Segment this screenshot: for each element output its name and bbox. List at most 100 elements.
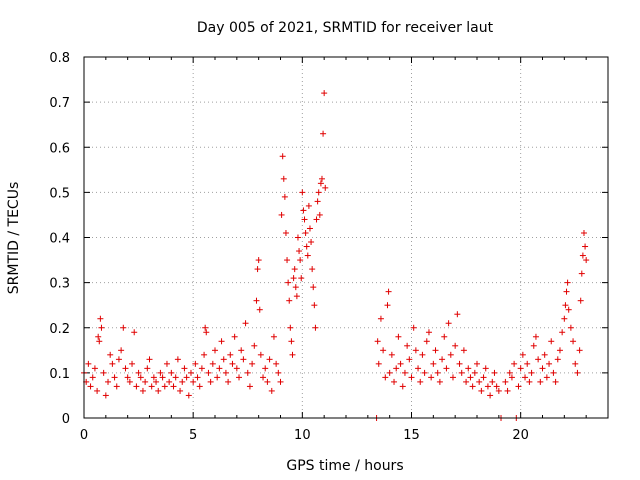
data-point <box>302 229 309 236</box>
data-point <box>137 374 144 381</box>
data-point <box>460 347 467 354</box>
y-tick-label: 0.5 <box>49 186 70 201</box>
data-point <box>284 257 291 264</box>
data-point <box>528 369 535 376</box>
x-tick-label: 0 <box>80 428 88 443</box>
data-point <box>135 369 142 376</box>
data-point <box>543 374 550 381</box>
data-point <box>562 302 569 309</box>
data-point <box>415 365 422 372</box>
data-point <box>511 360 518 367</box>
data-point <box>201 351 208 358</box>
data-point <box>281 193 288 200</box>
x-axis-label: GPS time / hours <box>286 458 403 474</box>
data-point <box>268 387 275 394</box>
data-point <box>480 374 487 381</box>
data-point <box>304 252 311 259</box>
data-point <box>139 387 146 394</box>
data-point <box>278 211 285 218</box>
data-point <box>556 347 563 354</box>
data-point <box>113 383 120 390</box>
data-point <box>564 279 571 286</box>
data-point <box>177 387 184 394</box>
data-point <box>320 130 327 137</box>
data-point <box>563 288 570 295</box>
data-point <box>150 374 157 381</box>
data-point <box>469 383 476 390</box>
data-point <box>148 383 155 390</box>
x-tick-label: 15 <box>403 428 420 443</box>
data-point <box>385 288 392 295</box>
data-point <box>583 257 590 264</box>
data-point <box>432 347 439 354</box>
data-point <box>572 360 579 367</box>
data-point <box>535 356 542 363</box>
data-point <box>289 351 296 358</box>
x-axis-ticks: 0 5 10 15 20 <box>80 57 587 443</box>
data-point <box>144 365 151 372</box>
data-point <box>425 329 432 336</box>
data-point <box>530 342 537 349</box>
data-point <box>316 211 323 218</box>
data-point <box>380 347 387 354</box>
data-point <box>478 387 485 394</box>
data-point <box>406 356 413 363</box>
y-tick-label: 0.4 <box>49 232 70 247</box>
data-point <box>404 342 411 349</box>
data-point <box>570 338 577 345</box>
y-tick-label: 0.1 <box>49 367 70 382</box>
data-point <box>410 324 417 331</box>
data-point <box>532 333 539 340</box>
data-point <box>122 365 129 372</box>
data-point <box>105 378 112 385</box>
data-point <box>220 356 227 363</box>
data-point <box>506 369 513 376</box>
data-point <box>98 324 105 331</box>
data-point <box>216 365 223 372</box>
data-point <box>502 378 509 385</box>
data-point <box>452 342 459 349</box>
data-point <box>115 356 122 363</box>
data-point <box>85 360 92 367</box>
data-point <box>559 329 566 336</box>
data-point <box>495 387 502 394</box>
data-point <box>382 374 389 381</box>
data-point <box>395 333 402 340</box>
data-point <box>196 383 203 390</box>
data-point <box>155 387 162 394</box>
data-point <box>159 374 166 381</box>
data-point <box>318 175 325 182</box>
data-point <box>227 351 234 358</box>
data-point <box>441 333 448 340</box>
data-point <box>434 369 441 376</box>
data-point <box>107 351 114 358</box>
data-point <box>194 374 201 381</box>
data-point <box>456 360 463 367</box>
data-point <box>388 351 395 358</box>
data-point <box>238 347 245 354</box>
data-point <box>131 329 138 336</box>
data-point <box>391 378 398 385</box>
data-point <box>397 360 404 367</box>
data-point <box>190 378 197 385</box>
data-point <box>153 378 160 385</box>
data-point <box>508 374 515 381</box>
data-point <box>579 252 586 259</box>
data-point <box>577 297 584 304</box>
data-point <box>91 365 98 372</box>
data-point <box>474 360 480 367</box>
data-point <box>166 378 173 385</box>
y-tick-label: 0.7 <box>49 96 70 111</box>
data-point <box>314 198 321 205</box>
data-point <box>209 360 216 367</box>
data-point <box>321 90 328 97</box>
data-point <box>408 374 415 381</box>
data-point <box>146 356 153 363</box>
data-point <box>567 324 574 331</box>
data-point <box>303 243 310 250</box>
y-tick-label: 0.6 <box>49 141 70 156</box>
data-point <box>436 378 443 385</box>
data-point <box>524 360 531 367</box>
data-point <box>377 315 384 322</box>
data-point <box>260 374 267 381</box>
